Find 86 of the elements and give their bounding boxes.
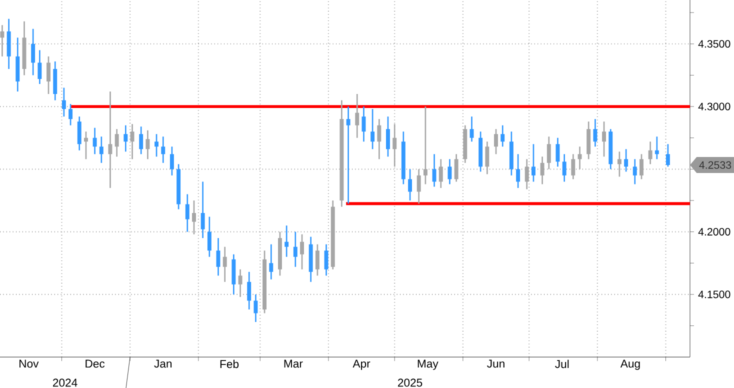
candlestick — [222, 246, 227, 283]
candlestick — [423, 106, 428, 185]
candlestick — [355, 93, 360, 139]
candlestick — [315, 244, 320, 276]
candlestick — [624, 148, 628, 172]
candlestick — [546, 136, 551, 170]
candlestick — [500, 124, 505, 148]
candlestick — [666, 143, 670, 168]
candlestick — [531, 143, 536, 182]
candlestick — [524, 158, 529, 190]
x-tick-label: Mar — [284, 360, 303, 368]
x-tick-label: Aug — [620, 360, 640, 370]
x-tick-label: Jun — [487, 360, 504, 368]
candlestick — [146, 130, 150, 160]
candlestick — [284, 224, 289, 258]
candlestick — [108, 90, 112, 189]
x-tick-label: Nov — [20, 360, 39, 368]
candlestick — [346, 106, 350, 204]
candlestick — [370, 108, 375, 150]
candlestick — [161, 136, 166, 164]
candlestick — [448, 158, 452, 185]
candlestick — [77, 116, 82, 152]
candlestick — [300, 234, 304, 270]
candlestick — [99, 136, 104, 164]
candlestick — [485, 140, 490, 175]
x-tick-label: Dec — [86, 360, 105, 368]
y-tick-label: 4.1500 — [698, 290, 730, 298]
candlestick — [392, 123, 397, 168]
candlestick — [84, 130, 88, 160]
candlestick — [62, 87, 66, 118]
candlestick — [593, 118, 598, 148]
candlestick — [617, 150, 622, 178]
candlestick — [454, 153, 458, 182]
candlestick — [648, 140, 652, 165]
candlestick — [602, 120, 606, 158]
candlestick — [470, 116, 474, 142]
candlestick — [238, 268, 242, 298]
candlestick — [46, 56, 50, 95]
candlestick — [438, 158, 443, 189]
candlestick — [377, 118, 382, 160]
x-tick-label: Apr — [352, 360, 370, 370]
y-tick-label: 4.3000 — [698, 102, 730, 110]
text: 2025 — [398, 378, 422, 387]
candlestick — [200, 181, 205, 239]
y-tick-label: 4.2000 — [698, 228, 730, 236]
text: 4.2533 — [699, 161, 732, 169]
candlestick — [192, 200, 196, 235]
candlestick — [578, 146, 582, 170]
candlestick — [562, 153, 566, 182]
candlestick — [170, 146, 174, 176]
candlestick — [386, 116, 390, 158]
y-tick-label: 4.3500 — [698, 40, 730, 48]
candlestick — [416, 168, 421, 204]
candlestick — [114, 128, 119, 158]
candlestick — [124, 124, 128, 152]
candlestick — [540, 156, 544, 185]
candlestick — [216, 237, 220, 276]
candlestick — [293, 231, 298, 268]
candlestick — [571, 153, 576, 180]
candlestick — [556, 137, 560, 168]
candlestick — [247, 271, 252, 310]
candlestick — [68, 103, 73, 126]
candlestick — [0, 24, 4, 58]
candlestick — [408, 168, 412, 202]
candlestick — [139, 126, 144, 155]
candlestick — [207, 216, 212, 258]
candlestick — [362, 106, 366, 142]
candlestick — [432, 153, 436, 188]
x-tick-label: Jan — [154, 360, 172, 368]
candlestick — [254, 294, 258, 323]
candlestick — [154, 133, 158, 158]
candlestick — [640, 153, 644, 180]
x-tick-label: Jul — [555, 360, 569, 368]
candlestick — [516, 153, 520, 189]
candlestick — [130, 123, 134, 160]
candlestick — [632, 158, 637, 185]
candlestick — [654, 136, 659, 160]
text: 2024 — [52, 378, 78, 387]
candlestick — [269, 244, 274, 280]
x-tick-label: Feb — [220, 360, 239, 368]
x-tick-label: May — [418, 360, 438, 370]
candlestick — [185, 194, 190, 232]
candlestick — [31, 28, 36, 76]
candlestick — [494, 128, 498, 155]
candlestick — [38, 49, 42, 85]
candlestick — [92, 127, 97, 155]
